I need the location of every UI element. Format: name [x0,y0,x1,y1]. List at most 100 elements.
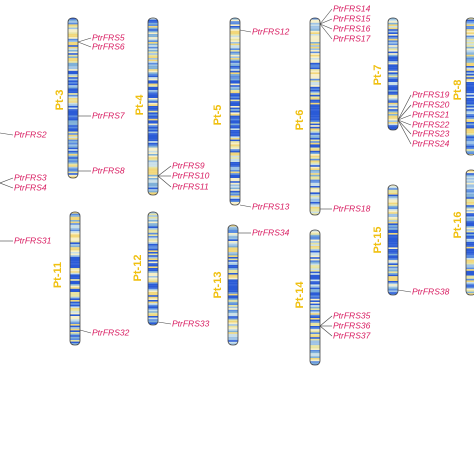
band [148,237,158,240]
band [70,320,80,323]
band [230,149,240,151]
band [466,226,474,228]
band [310,45,320,47]
band [310,58,320,60]
band [310,231,320,234]
band [148,218,158,221]
band [310,26,320,28]
band [228,325,238,328]
band [148,229,158,232]
band [466,56,474,59]
band [228,313,238,315]
band [310,176,320,179]
band [310,139,320,142]
band [310,158,320,161]
band [148,250,158,253]
band [228,281,238,283]
band [228,311,238,314]
chromosome-bands [310,18,320,215]
band [230,69,240,71]
band [148,90,158,92]
band [148,182,158,185]
band [388,253,398,256]
band [230,106,240,108]
band [466,227,474,230]
band [148,40,158,43]
band [68,125,78,127]
band [70,292,80,294]
band [466,235,474,238]
band [68,54,78,57]
band [466,274,474,276]
band [228,253,238,256]
band [388,281,398,283]
band [68,138,78,140]
band [148,109,158,111]
band [310,203,320,206]
band [388,46,398,49]
band [466,96,474,99]
band [148,54,158,57]
band [388,237,398,240]
band [148,138,158,140]
band [68,53,78,55]
band [70,311,80,313]
band [148,106,158,108]
gene-label: PtrFRS11 [172,181,209,191]
band [228,225,238,227]
band [230,144,240,147]
band [310,19,320,22]
band [466,131,474,134]
band [228,276,238,278]
band [148,115,158,118]
band [68,75,78,78]
band [70,261,80,264]
band [388,117,398,119]
connector [157,165,172,177]
band [230,88,240,91]
band [466,253,474,255]
band [388,265,398,267]
chromosome-label: Pt-7 [372,65,384,86]
band [230,59,240,62]
band [230,114,240,116]
band [466,67,474,70]
band [230,134,240,137]
band [228,271,238,274]
band [230,173,240,175]
band [228,282,238,285]
band [70,327,80,329]
band [230,115,240,118]
band [230,170,240,172]
connector [319,325,333,337]
band [148,75,158,78]
connector [397,119,412,126]
band [388,99,398,102]
connector [0,132,14,136]
band [388,285,398,288]
band [148,178,158,180]
band [310,286,320,288]
band [70,306,80,309]
band [388,228,398,230]
band [70,216,80,219]
band [310,300,320,303]
band [148,181,158,183]
band [310,75,320,78]
band [388,194,398,197]
band [466,110,474,113]
band [388,118,398,121]
band [388,269,398,272]
band [388,101,398,103]
band [310,24,320,27]
band [466,91,474,94]
band [148,107,158,110]
gene-label: PtrFRS15 [333,13,371,23]
band [148,158,158,161]
band [388,212,398,214]
band [148,282,158,285]
band [466,258,474,260]
band [148,150,158,153]
band [388,239,398,242]
band [388,205,398,208]
